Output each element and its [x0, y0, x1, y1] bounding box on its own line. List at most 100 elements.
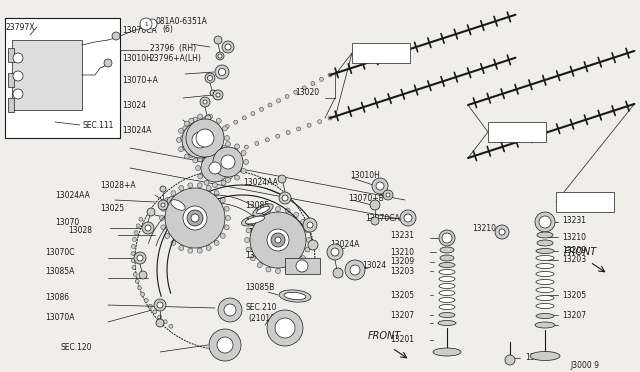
Circle shape — [212, 183, 218, 187]
Circle shape — [218, 298, 242, 322]
Circle shape — [220, 233, 225, 238]
Circle shape — [257, 212, 262, 217]
Circle shape — [182, 122, 218, 158]
Circle shape — [383, 190, 393, 200]
Bar — [12, 40, 82, 110]
Ellipse shape — [536, 279, 554, 285]
Circle shape — [147, 19, 157, 29]
Circle shape — [234, 175, 239, 180]
Circle shape — [275, 237, 281, 243]
Circle shape — [210, 151, 215, 155]
Text: 13070CA: 13070CA — [122, 26, 157, 35]
Text: 13209: 13209 — [390, 257, 414, 266]
Text: (21010): (21010) — [248, 314, 278, 323]
Circle shape — [222, 145, 227, 150]
Ellipse shape — [536, 263, 554, 269]
Circle shape — [207, 157, 212, 162]
Ellipse shape — [439, 298, 455, 302]
Circle shape — [147, 208, 155, 216]
Text: 13085: 13085 — [245, 201, 269, 209]
Text: (6): (6) — [162, 25, 173, 33]
Text: 13024: 13024 — [362, 260, 386, 269]
Circle shape — [207, 114, 212, 119]
Text: 13070+B: 13070+B — [348, 193, 384, 202]
Text: 13085A: 13085A — [45, 267, 74, 276]
Circle shape — [257, 263, 262, 267]
Circle shape — [234, 149, 238, 153]
Circle shape — [164, 233, 170, 238]
Circle shape — [308, 240, 318, 250]
Circle shape — [218, 138, 223, 142]
Circle shape — [275, 206, 280, 212]
Circle shape — [205, 73, 215, 83]
Circle shape — [285, 208, 290, 213]
Circle shape — [296, 127, 301, 131]
Circle shape — [212, 148, 218, 154]
Circle shape — [165, 188, 225, 248]
Ellipse shape — [439, 276, 455, 282]
Circle shape — [164, 198, 170, 203]
Text: 13210: 13210 — [562, 232, 586, 241]
Bar — [5, 18, 120, 138]
Text: 13024: 13024 — [122, 100, 146, 109]
Circle shape — [372, 178, 388, 194]
Circle shape — [179, 147, 184, 152]
Text: 13070CA: 13070CA — [365, 214, 400, 222]
Circle shape — [210, 90, 216, 96]
Circle shape — [202, 117, 207, 122]
Circle shape — [201, 154, 229, 182]
Ellipse shape — [537, 232, 553, 238]
Circle shape — [294, 212, 299, 217]
Circle shape — [177, 138, 182, 142]
Circle shape — [404, 214, 412, 222]
Ellipse shape — [536, 248, 554, 253]
Text: 13209: 13209 — [562, 246, 586, 254]
Circle shape — [305, 228, 310, 233]
Circle shape — [221, 180, 226, 185]
Circle shape — [135, 279, 139, 283]
Circle shape — [209, 162, 221, 174]
Circle shape — [307, 237, 312, 243]
Circle shape — [286, 131, 290, 135]
Circle shape — [222, 41, 234, 53]
Text: 13085B: 13085B — [245, 283, 275, 292]
Text: 13020: 13020 — [295, 87, 319, 96]
Circle shape — [171, 190, 176, 196]
Text: 13203: 13203 — [390, 267, 414, 276]
Circle shape — [141, 292, 145, 296]
Circle shape — [156, 319, 164, 327]
Circle shape — [227, 174, 232, 179]
Circle shape — [214, 190, 219, 196]
Circle shape — [223, 153, 227, 156]
Ellipse shape — [439, 269, 455, 275]
Circle shape — [246, 228, 251, 233]
Circle shape — [136, 224, 140, 228]
Circle shape — [296, 260, 308, 272]
Circle shape — [276, 99, 280, 103]
Circle shape — [225, 135, 230, 141]
Circle shape — [350, 265, 360, 275]
Circle shape — [266, 267, 271, 272]
Bar — [285, 258, 320, 274]
Circle shape — [278, 175, 286, 183]
Circle shape — [206, 246, 211, 250]
Circle shape — [328, 73, 332, 77]
Circle shape — [197, 248, 202, 253]
Circle shape — [139, 271, 147, 279]
Ellipse shape — [284, 292, 306, 299]
Circle shape — [333, 268, 343, 278]
Circle shape — [182, 126, 188, 131]
Circle shape — [215, 65, 229, 79]
Circle shape — [251, 112, 255, 116]
Circle shape — [179, 128, 184, 134]
Circle shape — [216, 175, 221, 180]
Text: 13024A: 13024A — [122, 125, 152, 135]
Circle shape — [13, 53, 23, 63]
Circle shape — [241, 169, 246, 173]
Circle shape — [285, 267, 290, 272]
Circle shape — [268, 103, 272, 107]
Ellipse shape — [536, 295, 554, 301]
Circle shape — [195, 166, 200, 170]
Circle shape — [182, 145, 188, 150]
Bar — [352, 43, 410, 63]
